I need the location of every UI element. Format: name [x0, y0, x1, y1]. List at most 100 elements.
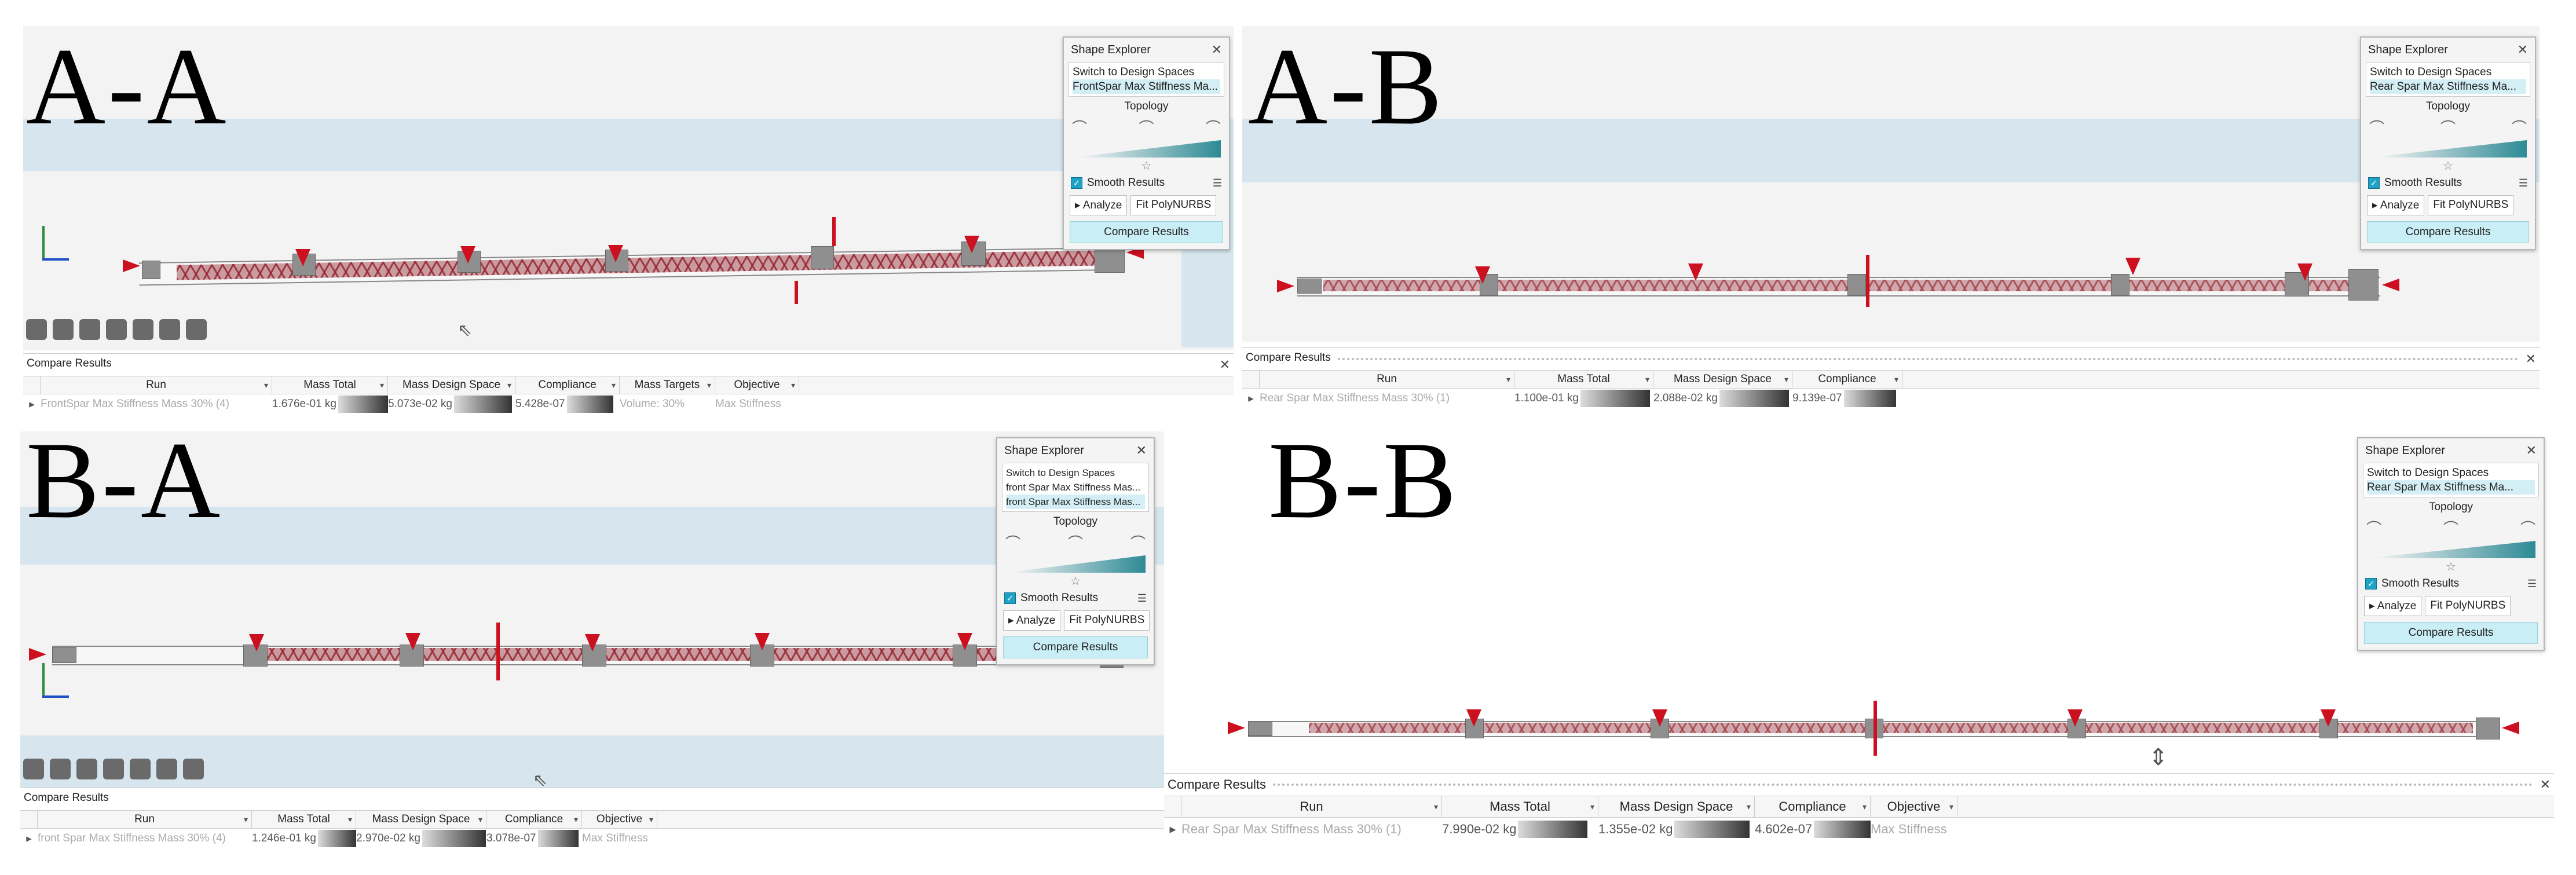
- column-objective[interactable]: Objective: [582, 811, 657, 828]
- column-run[interactable]: Run: [41, 376, 272, 394]
- close-icon[interactable]: ✕: [1136, 443, 1147, 457]
- zoom-icon[interactable]: [133, 319, 153, 340]
- camera-icon[interactable]: [50, 759, 71, 779]
- eye-icon[interactable]: [26, 319, 47, 340]
- list-item[interactable]: Rear Spar Max Stiffness Ma...: [2370, 79, 2526, 94]
- fit-polynurbs-button[interactable]: Fit PolyNURBS: [1130, 195, 1217, 215]
- column-compliance[interactable]: Compliance: [1755, 796, 1871, 817]
- menu-icon[interactable]: ☰: [2527, 577, 2537, 590]
- close-icon[interactable]: ✕: [2517, 42, 2528, 57]
- smooth-checkbox[interactable]: ✓: [2365, 578, 2377, 590]
- compare-results-table: Compare Results✕ Run Mass Total Mass Des…: [20, 788, 1179, 854]
- list-item[interactable]: Switch to Design Spaces: [2367, 467, 2489, 479]
- menu-icon[interactable]: ☰: [2518, 177, 2528, 189]
- viewport[interactable]: ⇖: [20, 431, 1179, 790]
- column-mass-design-space[interactable]: Mass Design Space: [356, 811, 486, 828]
- view-toolbar: [26, 319, 207, 340]
- column-mass-total[interactable]: Mass Total: [252, 811, 356, 828]
- column-compliance[interactable]: Compliance: [1792, 371, 1902, 388]
- list-item[interactable]: front Spar Max Stiffness Mas...: [1006, 482, 1141, 493]
- fit-polynurbs-button[interactable]: Fit PolyNURBS: [2428, 195, 2514, 215]
- column-mass-total[interactable]: Mass Total: [272, 376, 388, 394]
- drag-handle[interactable]: [1272, 784, 2533, 786]
- expand-icon[interactable]: ▸: [1169, 822, 1176, 836]
- close-icon[interactable]: ✕: [2526, 443, 2537, 457]
- close-icon[interactable]: ✕: [2525, 352, 2536, 366]
- topology-slider[interactable]: [1005, 555, 1146, 573]
- eye-icon[interactable]: [23, 759, 44, 779]
- list-item[interactable]: Switch to Design Spaces: [1073, 66, 1195, 78]
- expand-icon[interactable]: ▸: [26, 832, 32, 845]
- close-icon[interactable]: ✕: [1211, 42, 1222, 57]
- red-cube-icon[interactable]: [106, 319, 127, 340]
- column-mass-design-space[interactable]: Mass Design Space: [388, 376, 515, 394]
- box-icon[interactable]: [183, 759, 204, 779]
- run-list: Switch to Design Spaces Rear Spar Max St…: [2363, 463, 2539, 497]
- fit-polynurbs-button[interactable]: Fit PolyNURBS: [1064, 610, 1150, 631]
- menu-icon[interactable]: ☰: [1212, 177, 1222, 189]
- column-run[interactable]: Run: [38, 811, 252, 828]
- analyze-button[interactable]: ▸ Analyze: [1003, 610, 1061, 631]
- column-mass-design-space[interactable]: Mass Design Space: [1598, 796, 1755, 817]
- shape-explorer-panel: Shape Explorer ✕ Switch to Design Spaces …: [996, 437, 1155, 665]
- column-objective[interactable]: Objective: [1871, 796, 1957, 817]
- compare-results-button[interactable]: Compare Results: [2367, 221, 2529, 243]
- column-objective[interactable]: Objective: [715, 376, 799, 394]
- fit-view-icon[interactable]: [159, 319, 180, 340]
- viewport[interactable]: ⇖: [23, 26, 1234, 350]
- table-row[interactable]: ▸ Rear Spar Max Stiffness Mass 30% (1) 7…: [1164, 818, 2554, 841]
- topology-slider[interactable]: [1072, 140, 1221, 158]
- expand-icon[interactable]: ▸: [1248, 392, 1254, 405]
- panel-title: Shape Explorer: [2368, 43, 2448, 56]
- column-compliance[interactable]: Compliance: [515, 376, 620, 394]
- table-row[interactable]: ▸ Rear Spar Max Stiffness Mass 30% (1) 1…: [1242, 389, 2540, 408]
- smooth-checkbox[interactable]: ✓: [1071, 177, 1082, 189]
- close-icon[interactable]: ✕: [1219, 357, 1230, 372]
- analyze-button[interactable]: ▸ Analyze: [1070, 195, 1128, 215]
- column-mass-targets[interactable]: Mass Targets: [620, 376, 715, 394]
- load-arrow-icon: [484, 623, 513, 680]
- column-mass-design-space[interactable]: Mass Design Space: [1653, 371, 1792, 388]
- load-arrow-icon: [782, 281, 811, 333]
- topology-slider[interactable]: [2366, 541, 2535, 558]
- support-marker: [585, 634, 600, 651]
- list-item[interactable]: Switch to Design Spaces: [1006, 467, 1115, 478]
- close-icon[interactable]: ✕: [2540, 777, 2551, 792]
- camera-icon[interactable]: [53, 319, 74, 340]
- smooth-checkbox[interactable]: ✓: [2368, 177, 2380, 189]
- smooth-label: Smooth Results: [2384, 177, 2462, 189]
- compare-results-button[interactable]: Compare Results: [1070, 221, 1223, 243]
- zoom-icon[interactable]: [130, 759, 151, 779]
- list-item[interactable]: Rear Spar Max Stiffness Ma...: [2367, 480, 2535, 495]
- cube-icon[interactable]: [76, 759, 97, 779]
- drag-handle[interactable]: [1337, 358, 2519, 360]
- support-marker: [295, 249, 310, 266]
- fit-view-icon[interactable]: [156, 759, 177, 779]
- column-run[interactable]: Run: [1260, 371, 1514, 388]
- list-item[interactable]: Switch to Design Spaces: [2370, 66, 2492, 78]
- column-compliance[interactable]: Compliance: [486, 811, 582, 828]
- menu-icon[interactable]: ☰: [1137, 592, 1147, 604]
- compare-results-table: Compare Results✕ Run Mass Total Mass Des…: [1164, 773, 2554, 854]
- smooth-checkbox[interactable]: ✓: [1004, 592, 1016, 604]
- analyze-button[interactable]: ▸ Analyze: [2364, 596, 2422, 616]
- red-cube-icon[interactable]: [103, 759, 124, 779]
- table-row[interactable]: ▸ front Spar Max Stiffness Mass 30% (4) …: [20, 829, 1179, 848]
- column-mass-total[interactable]: Mass Total: [1442, 796, 1598, 817]
- box-icon[interactable]: [186, 319, 207, 340]
- compare-results-button[interactable]: Compare Results: [2364, 622, 2538, 644]
- table-row[interactable]: ▸ FrontSpar Max Stiffness Mass 30% (4) 1…: [23, 394, 1234, 414]
- topology-slider[interactable]: [2369, 140, 2527, 158]
- star-icon: ☆: [1141, 160, 1152, 173]
- list-item[interactable]: FrontSpar Max Stiffness Ma...: [1073, 79, 1220, 94]
- compare-results-button[interactable]: Compare Results: [1003, 636, 1148, 658]
- expand-icon[interactable]: ▸: [29, 398, 35, 411]
- list-item[interactable]: front Spar Max Stiffness Mas...: [1006, 495, 1145, 509]
- medium-shape-icon: ⌒: [2440, 119, 2456, 137]
- cube-icon[interactable]: [79, 319, 100, 340]
- column-run[interactable]: Run: [1181, 796, 1442, 817]
- column-mass-total[interactable]: Mass Total: [1514, 371, 1653, 388]
- analyze-button[interactable]: ▸ Analyze: [2367, 195, 2425, 215]
- viewport[interactable]: [1242, 26, 2540, 342]
- fit-polynurbs-button[interactable]: Fit PolyNURBS: [2425, 596, 2511, 616]
